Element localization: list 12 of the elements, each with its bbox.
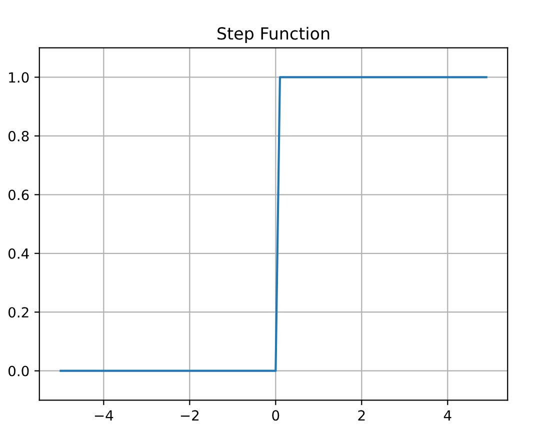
y-tick-label: 0.0 <box>8 366 29 376</box>
y-tick-label: 0.4 <box>8 248 29 259</box>
chart-title: Step Function <box>218 26 330 43</box>
x-tick-label: 0 <box>272 410 280 421</box>
x-tick-label: −4 <box>94 410 114 420</box>
y-tick-label: 0.8 <box>8 130 29 142</box>
x-tick-label: 4 <box>444 410 452 420</box>
y-tick-label: 1.0 <box>9 72 29 83</box>
y-tick-label: 0.6 <box>8 190 29 200</box>
x-tick-label: −2 <box>180 410 198 420</box>
y-tick-label: 0.2 <box>8 307 28 318</box>
x-tick-label: 2 <box>358 410 365 420</box>
